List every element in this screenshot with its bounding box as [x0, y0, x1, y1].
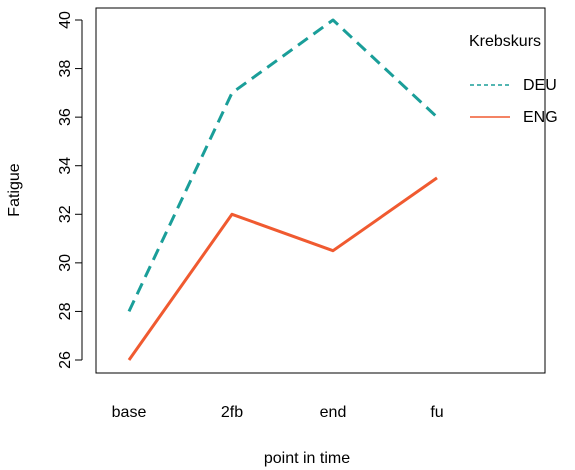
y-tick-label: 28 — [57, 302, 74, 320]
y-tick-label: 40 — [57, 11, 74, 29]
x-tick-label: end — [320, 404, 347, 421]
y-tick-label: 34 — [57, 157, 74, 175]
legend-label-deu: DEU — [523, 77, 557, 94]
y-axis: 26 28 30 32 34 36 38 40 — [57, 11, 83, 369]
x-axis-title: point in time — [264, 450, 350, 467]
x-tick-label: base — [112, 404, 147, 421]
x-tick-label: fu — [430, 404, 443, 421]
y-tick-label: 36 — [57, 108, 74, 126]
legend: Krebskurs DEU ENG — [469, 33, 558, 126]
x-tick-label: 2fb — [221, 404, 243, 421]
series-line-deu — [127, 18, 439, 313]
series-line-eng — [127, 176, 438, 361]
x-axis-tick-labels: base 2fb end fu — [112, 404, 444, 421]
plot-frame — [95, 7, 546, 374]
y-tick-label: 30 — [57, 254, 74, 272]
legend-title: Krebskurs — [469, 33, 541, 50]
y-tick-label: 38 — [57, 60, 74, 78]
y-tick-label: 32 — [57, 205, 74, 223]
legend-label-eng: ENG — [523, 109, 558, 126]
y-axis-title: Fatigue — [6, 163, 23, 216]
y-tick-label: 26 — [57, 351, 74, 369]
series-lines — [127, 18, 439, 361]
